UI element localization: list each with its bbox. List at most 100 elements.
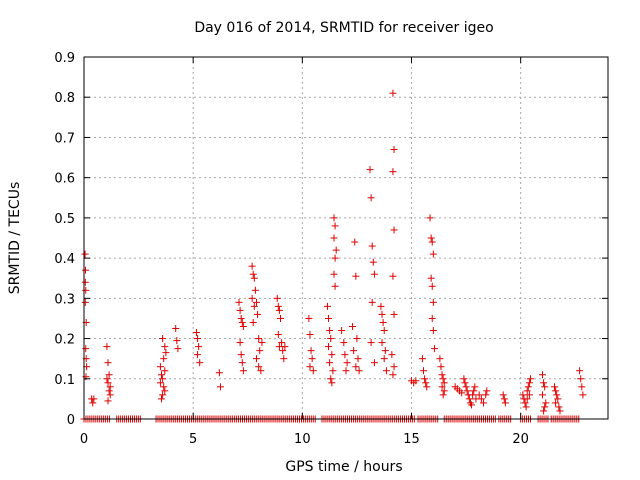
data-point <box>326 359 334 367</box>
data-point <box>370 359 378 367</box>
data-point <box>522 403 530 411</box>
y-axis-title: SRMTID / TECUs <box>7 182 23 295</box>
data-point <box>249 318 257 326</box>
data-point <box>470 387 478 395</box>
data-point <box>250 302 258 310</box>
data-point <box>278 339 286 347</box>
data-point <box>524 383 532 391</box>
data-point <box>194 351 202 359</box>
data-point <box>525 379 533 387</box>
data-point <box>82 286 90 294</box>
data-point <box>194 335 202 343</box>
data-point <box>307 347 315 355</box>
data-point <box>173 337 181 345</box>
data-point <box>350 347 358 355</box>
data-point <box>327 375 335 383</box>
data-point <box>104 397 112 405</box>
data-point <box>90 395 98 403</box>
y-tick-label: 0 <box>67 413 75 428</box>
data-point <box>352 272 360 280</box>
data-point <box>468 401 476 409</box>
data-point <box>440 387 448 395</box>
data-point <box>249 270 257 278</box>
data-point <box>378 339 386 347</box>
data-point <box>105 387 113 395</box>
data-point <box>381 347 389 355</box>
x-tick-label: 15 <box>403 432 420 447</box>
data-point <box>104 379 112 387</box>
data-point <box>159 375 167 383</box>
data-point <box>462 383 470 391</box>
data-point <box>328 379 336 387</box>
data-point <box>429 298 437 306</box>
data-point <box>540 379 548 387</box>
data-point <box>389 168 397 176</box>
data-point <box>238 359 246 367</box>
y-tick-label: 0.6 <box>54 172 75 187</box>
data-point <box>342 367 350 375</box>
data-point <box>389 272 397 280</box>
data-point <box>541 403 549 411</box>
data-point <box>257 367 265 375</box>
data-point <box>367 194 375 202</box>
data-point <box>465 395 473 403</box>
data-point <box>280 355 288 363</box>
data-point <box>390 363 398 371</box>
data-point <box>340 339 348 347</box>
data-point <box>421 375 429 383</box>
data-point <box>482 391 490 399</box>
data-point <box>429 250 437 258</box>
data-point <box>106 391 114 399</box>
data-point <box>281 343 289 351</box>
data-point <box>82 266 90 274</box>
data-point <box>306 363 314 371</box>
data-point <box>332 246 340 254</box>
data-point <box>104 359 112 367</box>
data-point <box>252 355 260 363</box>
data-point <box>275 306 283 314</box>
x-axis-title: GPS time / hours <box>285 459 402 475</box>
data-point <box>325 314 333 322</box>
data-point <box>439 375 447 383</box>
plot-frame <box>83 56 609 420</box>
y-tick-label: 0.5 <box>54 212 75 227</box>
data-point <box>254 310 262 318</box>
data-point <box>238 318 246 326</box>
data-point <box>412 377 420 385</box>
data-point <box>327 335 335 343</box>
data-point <box>368 298 376 306</box>
data-point <box>541 383 549 391</box>
data-point <box>330 214 338 222</box>
data-point <box>349 322 357 330</box>
data-point <box>279 347 287 355</box>
data-point <box>426 214 434 222</box>
data-point <box>554 395 562 403</box>
data-point <box>420 367 428 375</box>
data-point <box>540 407 548 415</box>
data-point <box>380 355 388 363</box>
data-point <box>255 363 263 371</box>
y-tick-label: 0.9 <box>54 51 75 66</box>
data-point <box>331 282 339 290</box>
y-tick-label: 0.1 <box>54 373 75 388</box>
data-point <box>427 274 435 282</box>
data-point <box>351 238 359 246</box>
data-point <box>355 367 363 375</box>
data-point <box>526 375 534 383</box>
data-point <box>239 322 247 330</box>
data-point <box>480 399 488 407</box>
data-point <box>438 371 446 379</box>
data-point <box>330 270 338 278</box>
data-point <box>105 371 113 379</box>
data-point <box>161 343 169 351</box>
axis-ticks <box>83 56 608 420</box>
data-point <box>255 335 263 343</box>
data-point <box>368 242 376 250</box>
data-point <box>82 345 90 353</box>
data-point <box>237 314 245 322</box>
data-point <box>483 387 491 395</box>
data-point <box>256 347 264 355</box>
data-point <box>341 351 349 359</box>
data-point <box>353 335 361 343</box>
data-point <box>106 383 114 391</box>
